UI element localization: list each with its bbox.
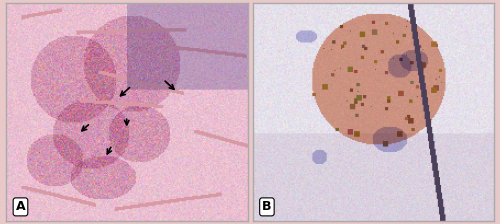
Text: A: A <box>16 200 26 213</box>
Text: B: B <box>262 200 272 213</box>
